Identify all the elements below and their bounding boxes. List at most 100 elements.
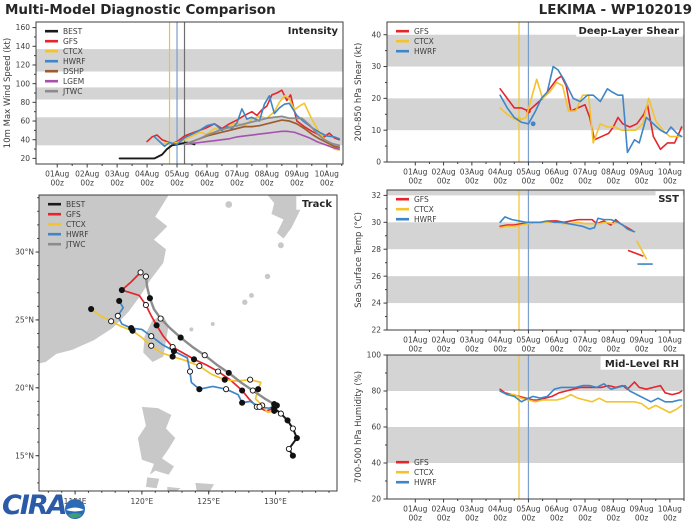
shear-xtick-label: 01Aug 00z — [403, 168, 427, 186]
sst-xtick-label: 10Aug 00z — [658, 336, 682, 354]
track-marker-open — [223, 386, 230, 393]
track-legend-label-ctcx: CTCX — [66, 220, 86, 229]
rh-legend-label-ctcx: CTCX — [414, 468, 434, 477]
track-marker-filled — [239, 399, 246, 406]
track-marker-open — [249, 387, 256, 394]
rh-band — [387, 427, 684, 463]
intensity-series-jtwc — [183, 115, 341, 147]
island — [210, 321, 215, 327]
map-lat-label: 20°N — [15, 383, 34, 392]
track-marker-filled — [271, 401, 278, 408]
intensity-series-best — [118, 141, 196, 160]
shear-ytick-label: 20 — [371, 94, 381, 103]
landmass — [137, 406, 176, 475]
track-legend-label-jtwc: JTWC — [65, 240, 85, 249]
landmass — [195, 482, 215, 491]
intensity-legend-label-ctcx: CTCX — [63, 47, 83, 56]
sst-ytick-label: 22 — [371, 326, 381, 335]
intensity-xtick-label: 08Aug 00z — [255, 170, 279, 188]
rh-ytick-label: 20 — [371, 495, 381, 504]
sst-series-hwrf — [499, 216, 636, 233]
shear-ytick-label: 10 — [371, 126, 381, 135]
track-marker-filled — [196, 386, 203, 393]
shear-xtick-label: 06Aug 00z — [545, 168, 569, 186]
sst-xtick-label: 01Aug 00z — [403, 336, 427, 354]
intensity-series-ctcx — [161, 95, 341, 151]
shear-xtick-label: 05Aug 00z — [516, 168, 540, 186]
shear-xtick-label: 07Aug 00z — [573, 168, 597, 186]
map-lat-label: 25°N — [15, 316, 34, 325]
intensity-series-hwrf — [153, 95, 341, 148]
track-marker-filled — [284, 417, 291, 424]
rh-corner-bg — [600, 356, 683, 370]
sst-band — [387, 222, 684, 250]
track-marker-open — [148, 342, 155, 349]
sst-xtick-label: 09Aug 00z — [629, 336, 653, 354]
track-marker-open — [256, 403, 263, 410]
intensity-legend-label-hwrf: HWRF — [63, 57, 86, 66]
cira-logo: CIRA — [2, 490, 87, 521]
island — [189, 327, 194, 332]
rh-xtick-label: 02Aug 00z — [431, 505, 455, 523]
rh-xtick-label: 10Aug 00z — [658, 505, 682, 523]
shear-ylabel: 200-850 hPa Shear (kt) — [354, 43, 364, 142]
track-marker-filled — [169, 353, 176, 360]
shear-xtick-label: 10Aug 00z — [658, 168, 682, 186]
track-marker-filled — [293, 434, 300, 442]
track-marker-open — [285, 445, 292, 452]
shear-series-hwrf — [499, 65, 683, 154]
track-marker-filled — [190, 356, 198, 363]
track-marker-filled — [88, 306, 95, 313]
track-legend-label-best: BEST — [66, 200, 86, 209]
globe-icon — [64, 498, 85, 519]
rh-ytick-label: 60 — [371, 423, 381, 432]
intensity-legend-label-dshp: DSHP — [63, 67, 84, 76]
intensity-ytick-label: 60 — [20, 117, 30, 126]
track-marker-open — [201, 352, 208, 359]
sst-legend-label-gfs: GFS — [414, 195, 429, 204]
sst-ytick-label: 24 — [371, 299, 381, 308]
track-gfs — [121, 271, 275, 412]
track-marker-filled — [170, 348, 178, 355]
intensity-xtick-label: 10Aug 00z — [315, 170, 339, 188]
island — [225, 201, 233, 208]
storm-title: LEKIMA - WP102019 — [538, 2, 692, 18]
shear-init-dot-hwrf — [530, 121, 536, 127]
map-lon-label: 130°E — [264, 497, 287, 506]
track-marker-filled — [225, 369, 232, 376]
track-marker-filled — [239, 387, 246, 394]
intensity-ytick-label: 100 — [16, 79, 31, 88]
track-corner-title: Track — [302, 199, 332, 210]
rh-series-hwrf — [499, 382, 683, 403]
intensity-legend-label-lgem: LGEM — [63, 77, 84, 86]
track-marker-filled — [255, 386, 262, 393]
intensity-ylabel: 10m Max Wind Speed (kt) — [3, 38, 13, 148]
rh-legend-label-gfs: GFS — [414, 458, 429, 467]
rh-xtick-label: 04Aug 00z — [488, 505, 512, 523]
sst-series-ctcx — [636, 240, 648, 260]
sst-ytick-label: 26 — [371, 272, 381, 281]
rh-xtick-label: 01Aug 00z — [403, 505, 427, 523]
track-marker-open — [114, 312, 121, 319]
rh-xtick-label: 07Aug 00z — [573, 505, 597, 523]
track-marker-filled — [153, 322, 160, 329]
sst-xtick-label: 05Aug 00z — [516, 336, 540, 354]
shear-legend-label-hwrf: HWRF — [414, 47, 437, 56]
rh-series-ctcx — [499, 390, 683, 414]
track-marker-open — [196, 363, 203, 370]
island — [264, 273, 271, 280]
intensity-ytick-label: 20 — [20, 154, 30, 163]
track-marker-filled — [146, 295, 153, 302]
rh-ytick-label: 40 — [371, 459, 381, 468]
track-legend-label-gfs: GFS — [66, 210, 81, 219]
track-jtwc — [144, 276, 275, 406]
intensity-ytick-label: 160 — [16, 23, 31, 32]
track-marker-open — [215, 368, 222, 375]
intensity-ytick-label: 40 — [20, 135, 30, 144]
island — [242, 299, 248, 305]
track-best — [273, 407, 298, 457]
